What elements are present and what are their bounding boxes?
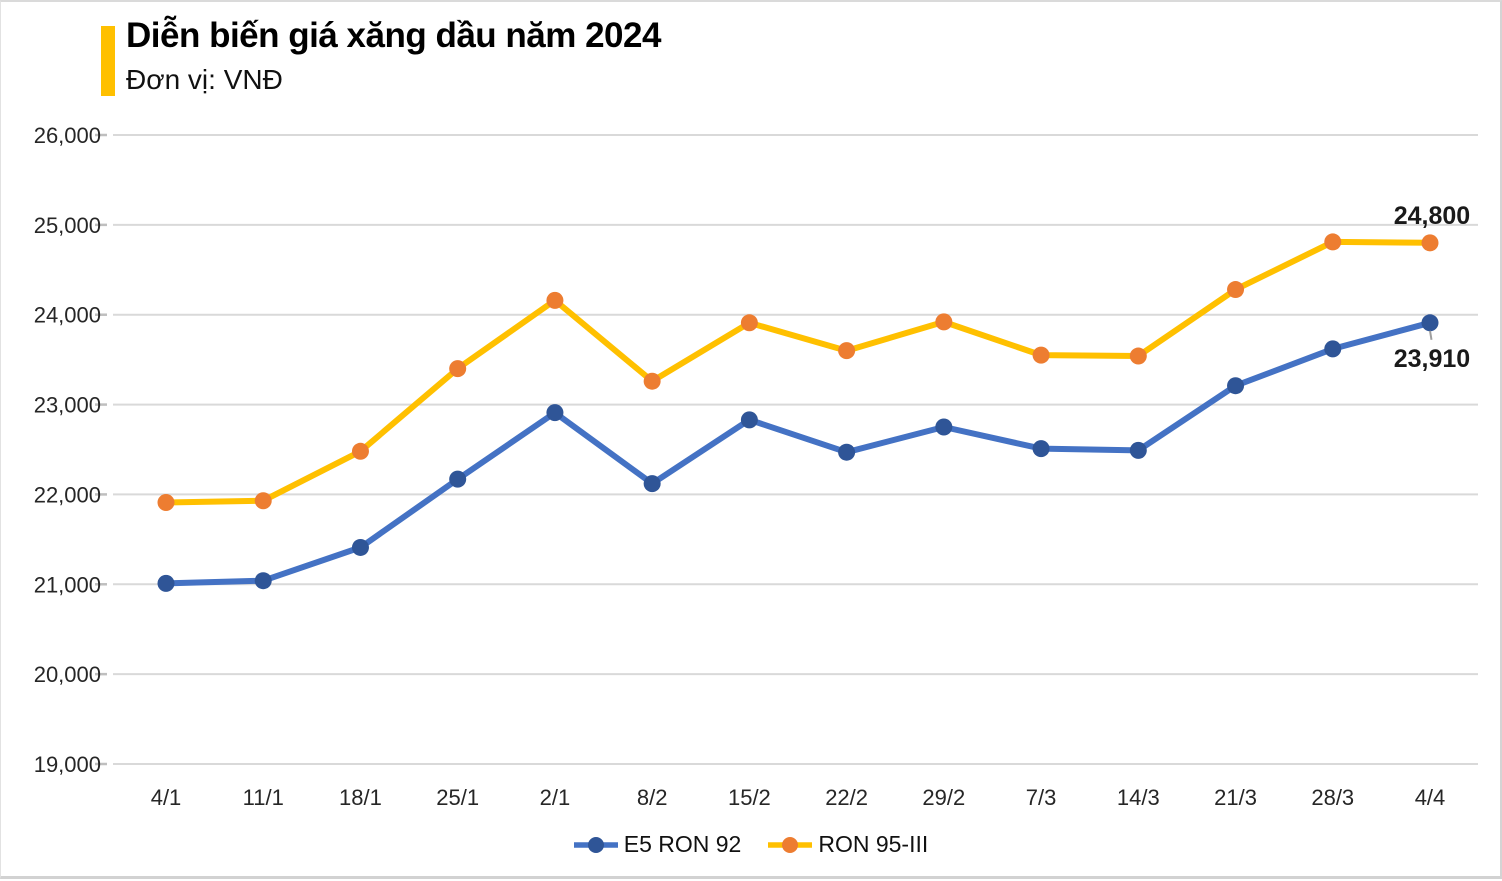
y-axis-tick-label: 24,000 <box>34 303 101 328</box>
legend-swatch-e5-ron-92-icon <box>573 836 618 853</box>
data-point-ron-95-iii <box>157 494 175 512</box>
data-point-ron-95-iii <box>449 360 467 378</box>
legend-item-e5-ron-92: E5 RON 92 <box>573 831 742 858</box>
y-axis-tick-label: 20,000 <box>34 662 101 687</box>
data-point-e5-ron-92 <box>1421 314 1439 332</box>
x-axis-tick-label: 14/3 <box>1117 785 1160 810</box>
series-line-e5-ron-92 <box>163 319 1433 587</box>
legend-label-e5-ron-92: E5 RON 92 <box>623 831 742 857</box>
x-axis-tick-label: 2/1 <box>540 785 571 810</box>
title-accent-bar <box>101 26 115 96</box>
data-point-ron-95-iii <box>1324 233 1342 251</box>
x-axis-tick-label: 4/1 <box>151 785 182 810</box>
data-point-e5-ron-92 <box>643 475 661 493</box>
data-point-e5-ron-92 <box>157 574 175 592</box>
data-point-e5-ron-92 <box>254 572 272 590</box>
x-axis-tick-label: 29/2 <box>922 785 965 810</box>
x-axis-tick-label: 21/3 <box>1214 785 1257 810</box>
y-axis-tick-label: 21,000 <box>34 572 101 597</box>
x-axis-tick-label: 11/1 <box>243 785 284 810</box>
data-label-leader <box>1429 330 1433 340</box>
data-point-ron-95-iii <box>1129 347 1147 365</box>
data-point-e5-ron-92 <box>351 538 369 556</box>
legend-item-ron-95-iii: RON 95-III <box>767 831 928 858</box>
x-axis-tick-label: 7/3 <box>1026 785 1057 810</box>
y-axis-tick-label: 22,000 <box>34 482 101 507</box>
data-point-ron-95-iii <box>935 313 953 331</box>
x-axis-tick-label: 18/1 <box>339 785 382 810</box>
series-line-ron-95-iii <box>163 238 1433 506</box>
data-point-ron-95-iii <box>351 442 369 460</box>
data-point-e5-ron-92 <box>546 404 564 422</box>
data-point-e5-ron-92 <box>1032 440 1050 458</box>
data-label: 23,910 <box>1394 345 1470 373</box>
legend-label-ron-95-iii: RON 95-III <box>818 831 929 857</box>
x-axis-tick-label: 8/2 <box>637 785 668 810</box>
legend-swatch-ron-95-iii-icon <box>768 836 813 853</box>
data-point-ron-95-iii <box>740 314 758 332</box>
data-point-e5-ron-92 <box>838 443 856 461</box>
data-point-ron-95-iii <box>1032 346 1050 364</box>
data-label: 24,800 <box>1394 202 1470 230</box>
data-point-e5-ron-92 <box>1227 377 1245 395</box>
data-point-e5-ron-92 <box>449 470 467 488</box>
data-point-e5-ron-92 <box>935 418 953 436</box>
y-axis-tick-label: 23,000 <box>34 393 101 418</box>
chart-legend: E5 RON 92 RON 95-III <box>1 831 1500 858</box>
x-axis-tick-label: 4/4 <box>1415 785 1446 810</box>
data-point-ron-95-iii <box>643 372 661 390</box>
data-point-ron-95-iii <box>1421 234 1439 252</box>
data-point-e5-ron-92 <box>1129 441 1147 459</box>
data-point-ron-95-iii <box>254 492 272 510</box>
data-point-e5-ron-92 <box>1324 340 1342 358</box>
x-axis-tick-label: 22/2 <box>825 785 868 810</box>
data-point-ron-95-iii <box>1227 281 1245 299</box>
x-axis-tick-label: 25/1 <box>436 785 479 810</box>
x-axis-tick-label: 28/3 <box>1311 785 1354 810</box>
x-axis-tick-label: 15/2 <box>728 785 771 810</box>
chart-subtitle: Đơn vị: VNĐ <box>126 64 283 95</box>
y-axis-tick-label: 25,000 <box>34 213 101 238</box>
chart-title: Diễn biến giá xăng dầu năm 2024 <box>126 16 661 55</box>
y-axis-tick-label: 19,000 <box>34 752 101 777</box>
y-axis-tick-label: 26,000 <box>34 123 101 148</box>
data-point-ron-95-iii <box>546 291 564 309</box>
data-point-ron-95-iii <box>838 342 856 360</box>
data-point-e5-ron-92 <box>740 411 758 429</box>
